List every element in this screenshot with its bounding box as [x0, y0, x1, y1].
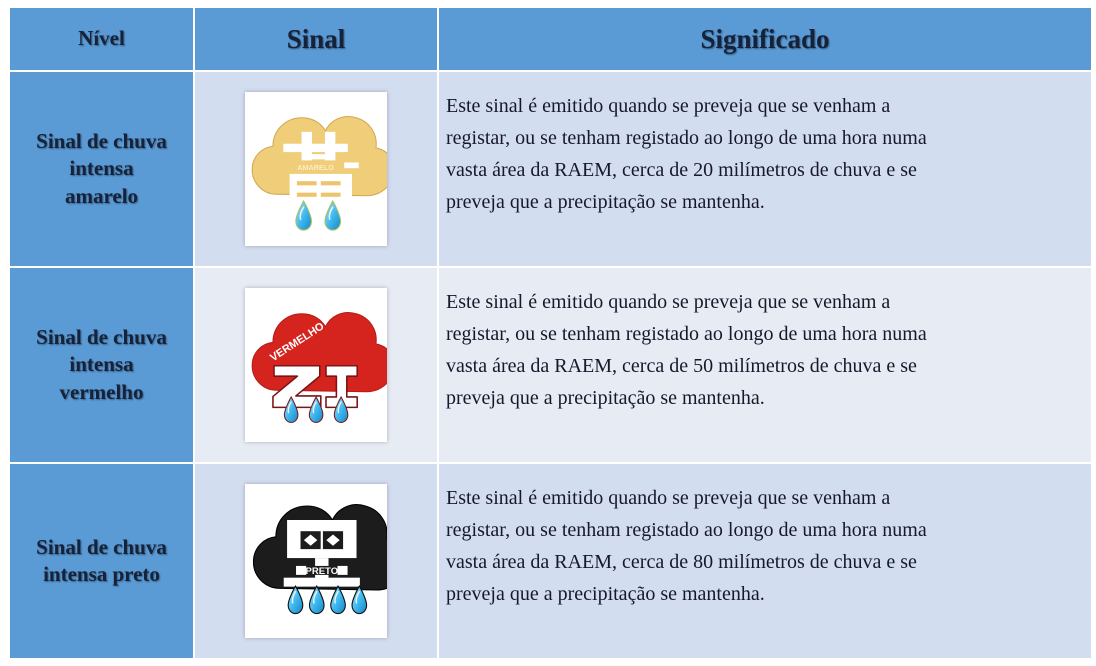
svg-text:AMARELO: AMARELO: [297, 163, 334, 172]
